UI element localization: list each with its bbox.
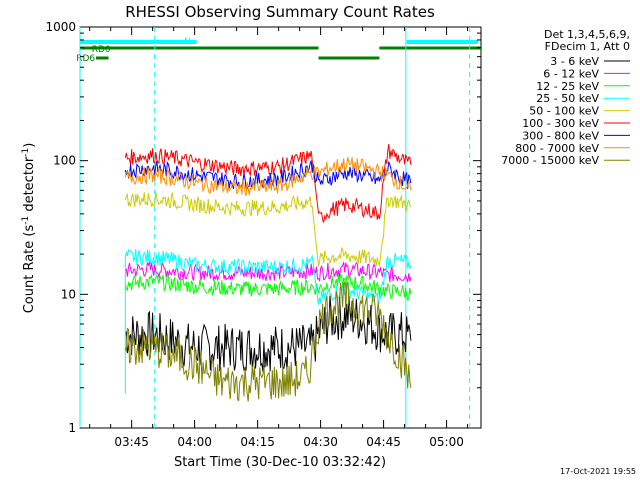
y-axis: 1 10 100 1000 xyxy=(45,20,481,435)
series-line xyxy=(124,157,412,196)
x-tick-label: 04:00 xyxy=(177,435,212,449)
x-tick-label: 04:15 xyxy=(240,435,275,449)
series-line xyxy=(124,248,412,394)
x-tick-label: 04:30 xyxy=(303,435,338,449)
legend-entry: 12 - 25 keV xyxy=(536,80,599,93)
y-axis-label: Count Rate (s-1 detector-1) xyxy=(21,143,37,314)
x-tick-label: 03:45 xyxy=(114,435,149,449)
y-label-sup2: -1 xyxy=(21,148,31,157)
series-line xyxy=(124,280,412,402)
legend-header: Det 1,3,4,5,6,9, xyxy=(544,28,630,41)
legend-header: FDecim 1, Att 0 xyxy=(545,40,630,53)
y-tick-label: 1 xyxy=(68,421,76,435)
flag-label: RD6 xyxy=(76,54,95,64)
legend-entry: 3 - 6 keV xyxy=(550,55,599,68)
x-axis-label: Start Time (30-Dec-10 03:32:42) xyxy=(174,455,386,470)
x-tick-label: 05:00 xyxy=(429,435,464,449)
x-tick-label: 04:45 xyxy=(366,435,401,449)
y-tick-label: 1000 xyxy=(45,20,76,34)
series-line xyxy=(124,260,412,283)
legend: Det 1,3,4,5,6,9,FDecim 1, Att 0 3 - 6 keV… xyxy=(501,28,630,167)
series-line xyxy=(124,273,412,301)
legend-entry: 50 - 100 keV xyxy=(529,105,599,118)
y-label-end: ) xyxy=(22,143,37,148)
y-label-main: Count Rate (s xyxy=(22,225,37,314)
flag-label: N xyxy=(184,37,191,47)
legend-entry: 25 - 50 keV xyxy=(536,92,599,105)
legend-entry: 7000 - 15000 keV xyxy=(501,154,599,167)
legend-entry: 300 - 800 keV xyxy=(522,129,599,142)
x-axis: 03:45 04:00 04:15 04:30 04:45 05:00 xyxy=(89,27,469,449)
series-line xyxy=(124,160,412,190)
chart-title: RHESSI Observing Summary Count Rates xyxy=(125,3,435,21)
legend-entry: 800 - 7000 keV xyxy=(515,142,599,155)
legend-entry: 6 - 12 keV xyxy=(543,67,599,80)
timestamp: 17-Oct-2021 19:55 xyxy=(560,467,636,476)
legend-entry: 100 - 300 keV xyxy=(522,117,599,130)
series-line xyxy=(124,143,412,224)
flag-label: RD0 xyxy=(92,45,111,55)
series-group xyxy=(124,143,412,402)
y-tick-label: 100 xyxy=(53,154,76,168)
y-label-mid: detector xyxy=(22,156,37,216)
y-label-sup1: -1 xyxy=(21,216,31,225)
y-tick-label: 10 xyxy=(61,287,76,301)
series-line xyxy=(124,191,412,267)
